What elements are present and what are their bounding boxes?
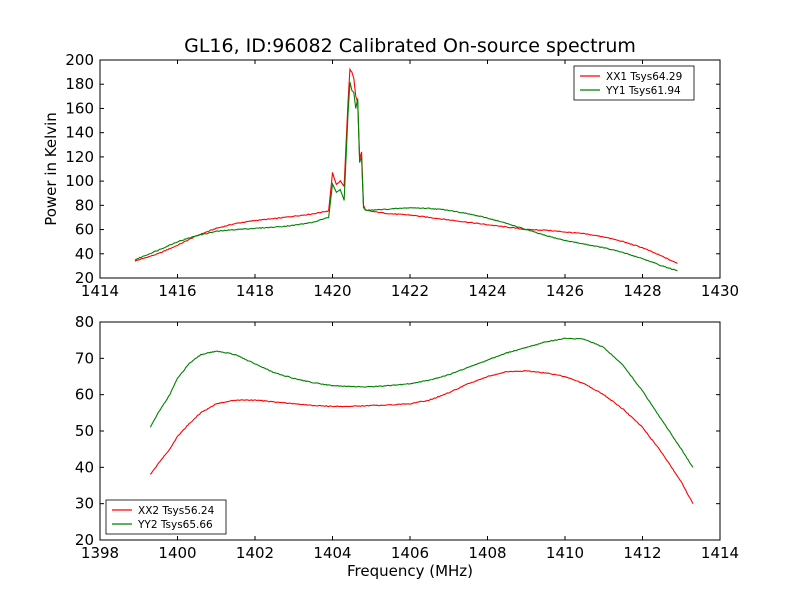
x-tick-label: 1430 (701, 282, 739, 300)
legend: XX1 Tsys64.29 YY1 Tsys61.94 (573, 65, 695, 101)
y-tick-label: 140 (65, 124, 94, 142)
x-tick-label: 1426 (546, 282, 584, 300)
legend-label: YY2 Tsys65.66 (137, 519, 213, 531)
legend-label: XX1 Tsys64.29 (606, 71, 682, 83)
y-tick-label: 120 (65, 148, 94, 166)
y-tick-label: 50 (75, 422, 94, 440)
x-tick-label: 1404 (313, 544, 351, 562)
y-tick-label: 160 (65, 99, 94, 117)
y-tick-label: 40 (75, 458, 94, 476)
x-tick-label: 1410 (546, 544, 584, 562)
y-tick-label: 70 (75, 349, 94, 367)
y-axis-label: Power in Kelvin (42, 112, 60, 226)
bottom-plot: 1398 1400 1402 1404 1406 1408 1410 1412 1414 20 30… (75, 313, 739, 562)
x-axis-label: Frequency (MHz) (347, 562, 473, 580)
y-tick-label: 80 (75, 313, 94, 331)
y-tick-label: 80 (75, 196, 94, 214)
x-tick-label: 1400 (158, 544, 196, 562)
x-tick-label: 1402 (236, 544, 274, 562)
y-tick-label: 40 (75, 245, 94, 263)
legend-label: YY1 Tsys61.94 (605, 85, 681, 97)
x-tick-label: 1408 (468, 544, 506, 562)
x-tick-label: 1418 (236, 282, 274, 300)
x-tick-label: 1414 (701, 544, 739, 562)
top-plot: 1414 1416 1418 1420 1422 1424 1426 1428 1430 20 40… (65, 51, 739, 300)
series-line-2 (134, 81, 678, 272)
series-line-1 (134, 67, 678, 264)
y-tick-label: 60 (75, 221, 94, 239)
series-line-1 (149, 370, 694, 504)
x-tick-label: 1416 (158, 282, 196, 300)
y-tick-label: 200 (65, 51, 94, 69)
series-line-2 (149, 337, 694, 468)
x-tick-label: 1406 (391, 544, 429, 562)
legend-label: XX2 Tsys56.24 (138, 505, 215, 517)
chart-title: GL16, ID:96082 Calibrated On-source spec… (184, 35, 636, 57)
y-tick-label: 60 (75, 386, 94, 404)
x-tick-label: 1428 (623, 282, 661, 300)
x-tick-label: 1422 (391, 282, 429, 300)
y-tick-label: 20 (75, 269, 94, 287)
y-tick-label: 20 (75, 531, 94, 549)
legend-box (573, 65, 695, 101)
x-tick-label: 1420 (313, 282, 351, 300)
y-tick-label: 180 (65, 75, 94, 93)
y-tick-label: 30 (75, 495, 94, 513)
x-tick-label: 1412 (623, 544, 661, 562)
legend: XX2 Tsys56.24 YY2 Tsys65.66 (105, 499, 227, 535)
y-tick-label: 100 (65, 172, 94, 190)
legend-box (105, 499, 227, 535)
x-tick-label: 1414 (81, 282, 119, 300)
x-tick-label: 1398 (81, 544, 119, 562)
x-tick-label: 1424 (468, 282, 506, 300)
